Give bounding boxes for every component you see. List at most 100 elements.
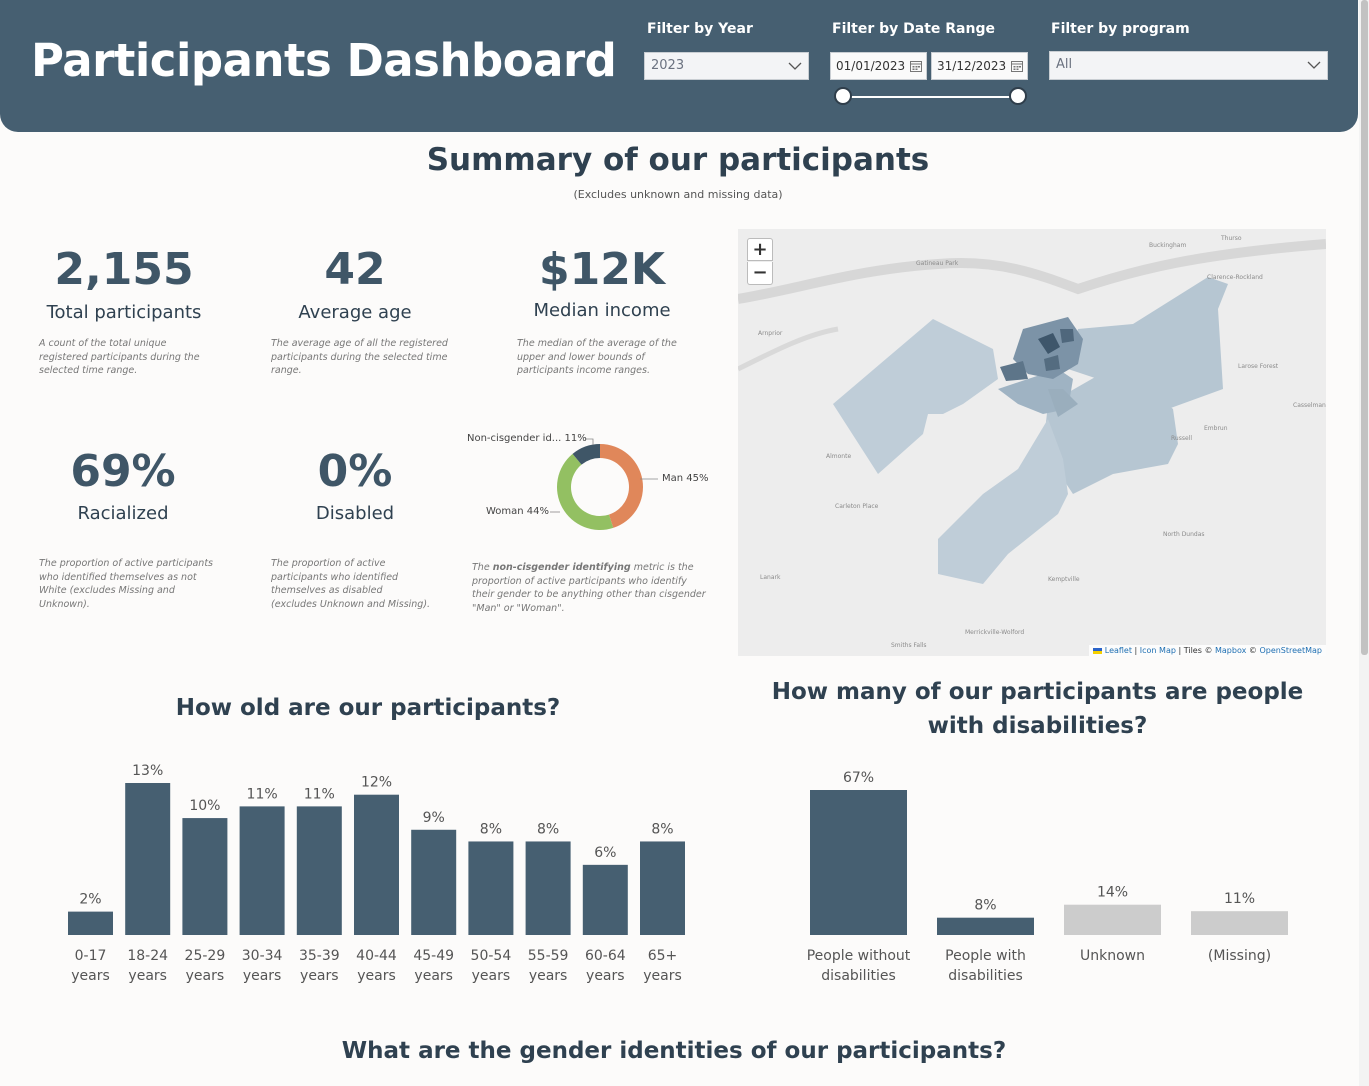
map-place-label: North Dundas [1163,531,1205,538]
chevron-down-icon [788,62,802,70]
gender-donut-desc: The non-cisgender identifying metric is … [472,562,706,614]
bar[interactable] [68,911,113,935]
category-tick-label: 40-44 [356,948,397,964]
category-tick-label: years [643,968,682,984]
map-region [1043,364,1178,494]
category-tick-label: 45-49 [413,948,454,964]
filter-program-value: All [1056,57,1073,72]
category-tick-label: years [586,968,625,984]
bar-value-label: 14% [1097,885,1128,901]
category-tick-label: disabilities [948,968,1023,984]
category-tick-label: 35-39 [299,948,340,964]
ottawa-map[interactable]: + − Buckingham Thurso Clarence-Rockland … [738,229,1326,656]
filter-program-dropdown[interactable]: All [1049,51,1328,80]
osm-link[interactable]: OpenStreetMap [1259,646,1322,655]
date-range-end-handle[interactable] [1009,87,1027,105]
category-tick-label: years [71,968,110,984]
donut-label-noncis: Non-cisgender id... 11% [467,433,587,444]
filter-year-label: Filter by Year [647,21,753,37]
map-place-label: Merrickville-Wolford [965,629,1025,636]
donut-slice-woman [557,453,614,530]
bar[interactable] [296,806,342,935]
bar[interactable] [525,841,571,935]
calendar-icon[interactable] [1011,60,1023,72]
calendar-icon[interactable] [910,60,922,72]
summary-title: Summary of our participants [426,142,930,178]
mapbox-link[interactable]: Mapbox [1215,646,1247,655]
category-tick-label: 0-17 [75,948,107,964]
age-bar-chart: 2% 0-17 years 13% 18-24 years 10% 25-29 years 11%… [68,763,685,984]
date-range-slider-track[interactable] [843,96,1018,98]
river [738,326,839,372]
zoom-in-button[interactable]: + [747,238,773,261]
leaflet-link[interactable]: Leaflet [1104,646,1132,655]
start-date-input[interactable]: 01/01/2023 [830,52,927,80]
gender-section-title: What are the gender identities of our pa… [341,1038,1007,1064]
disability-chart-title-line2: with disabilities? [927,713,1148,739]
map-place-label: Larose Forest [1238,363,1279,370]
bar[interactable] [354,794,399,935]
map-region [1044,355,1060,371]
map-place-label: Kemptville [1048,576,1080,583]
bar-value-label: 8% [537,821,559,837]
bar[interactable] [468,841,514,935]
category-tick-label: 65+ [648,948,678,964]
dashboard-title: Participants Dashboard [31,34,617,87]
racialized-value: 69% [70,446,176,497]
bar-value-label: 11% [1224,891,1255,907]
bar-value-label: 11% [304,786,335,802]
category-tick-label: years [357,968,396,984]
category-tick-label: years [529,968,568,984]
gender-donut-chart [550,438,658,530]
average-age-value: 42 [324,244,386,295]
map-region [1000,361,1028,381]
bar[interactable] [125,783,171,935]
date-range-start-handle[interactable] [834,87,852,105]
map-place-label: Clarence-Rockland [1207,274,1263,281]
copyright-text: © [1248,646,1257,655]
category-tick-label: 25-29 [185,948,226,964]
map-place-label: Gatineau Park [916,260,959,267]
bar[interactable] [239,806,285,935]
map-place-label: Russell [1171,435,1192,442]
map-region [1048,389,1078,417]
category-tick-label: 60-64 [585,948,626,964]
ukraine-flag-icon [1093,647,1103,654]
category-tick-label: 30-34 [242,948,283,964]
bar-value-label: 8% [651,821,673,837]
map-place-label: Smiths Falls [891,642,927,649]
bar-value-label: 8% [974,898,996,914]
end-date-input[interactable]: 31/12/2023 [931,52,1028,80]
bar-value-label: 2% [79,892,101,908]
donut-label-man: Man 45% [662,473,709,484]
bar[interactable] [182,818,228,935]
bar[interactable] [582,864,628,935]
map-region [938,419,1068,584]
total-participants-label: Total participants [46,302,202,323]
donut-label-woman: Woman 44% [486,506,550,517]
category-tick-label: 55-59 [528,948,569,964]
zoom-out-button[interactable]: − [747,262,773,285]
bar-value-label: 9% [423,810,445,826]
category-tick-label: years [472,968,511,984]
bar[interactable] [810,790,907,935]
filter-year-dropdown[interactable]: 2023 [644,52,809,80]
bar[interactable] [1191,911,1288,935]
category-tick-label: 50-54 [471,948,512,964]
page-scrollbar-thumb[interactable] [1361,0,1368,655]
bar[interactable] [937,917,1034,935]
bar[interactable] [1064,904,1161,935]
iconmap-link[interactable]: Icon Map [1139,646,1176,655]
disabled-desc: The proportion of active participants wh… [271,558,431,610]
category-tick-label: years [128,968,167,984]
bar[interactable] [411,829,457,935]
category-tick-label: Unknown [1080,948,1145,964]
median-income-desc: The median of the average of the upper a… [517,338,677,376]
disabled-value: 0% [317,446,393,497]
map-place-label: Arnprior [758,330,783,337]
category-tick-label: 18-24 [127,948,168,964]
bar[interactable] [640,841,685,935]
filter-date-label: Filter by Date Range [832,21,995,37]
category-tick-label: years [243,968,282,984]
map-regions [738,239,1326,584]
